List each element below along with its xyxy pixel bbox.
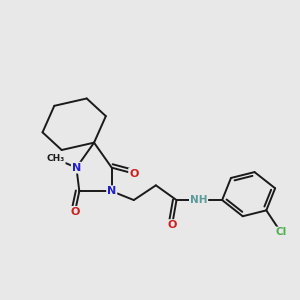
Text: O: O	[70, 207, 80, 217]
Text: O: O	[167, 220, 177, 230]
Text: Cl: Cl	[275, 227, 287, 237]
Text: N: N	[72, 163, 81, 173]
Text: N: N	[107, 186, 116, 196]
Text: O: O	[129, 169, 139, 178]
Text: NH: NH	[190, 195, 207, 205]
Text: CH₃: CH₃	[47, 154, 65, 163]
